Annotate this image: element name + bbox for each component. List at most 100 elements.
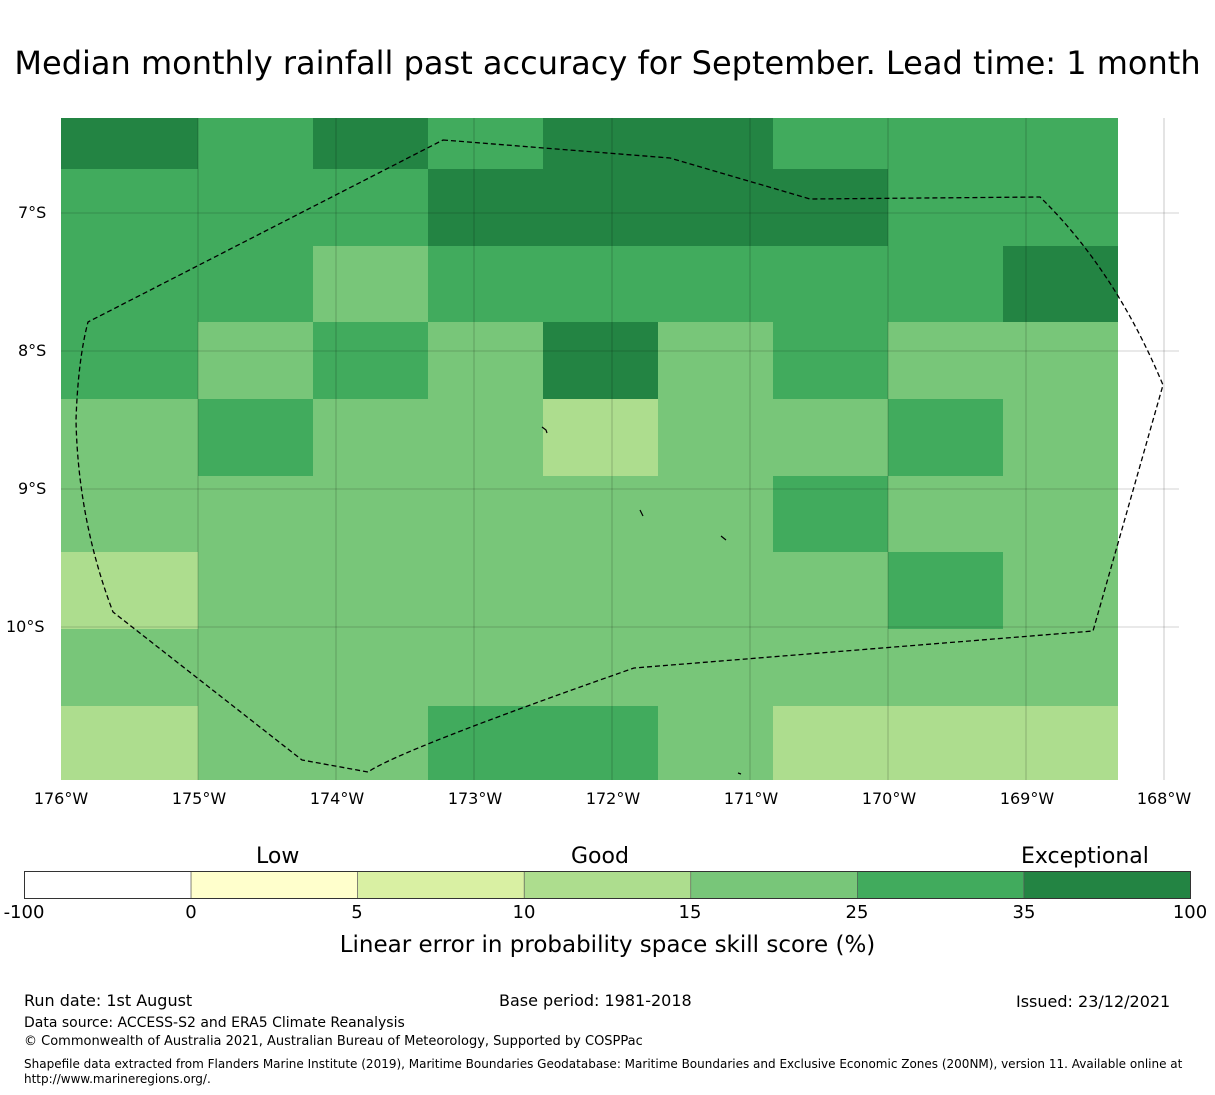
grid-cell: [198, 476, 313, 552]
lon-label-176w: 176°W: [33, 789, 89, 808]
eez-boundary: [75, 139, 1164, 773]
grid-cell: [543, 706, 658, 780]
graticule: [61, 118, 1179, 780]
lon-label-172w: 172°W: [585, 789, 641, 808]
grid-cell: [658, 399, 773, 476]
grid-cell: [198, 118, 313, 169]
shapefile-credit: Shapefile data extracted from Flanders M…: [24, 1057, 1183, 1086]
grid-cell: [888, 118, 1003, 169]
grid-cell: [658, 476, 773, 552]
lon-label-171w: 171°W: [723, 789, 779, 808]
lon-label-170w: 170°W: [861, 789, 917, 808]
grid-cell: [61, 552, 198, 629]
grid-cell: [773, 246, 888, 322]
grid-cell: [1003, 246, 1118, 322]
grid-cell: [313, 246, 428, 322]
data-source: Data source: ACCESS-S2 and ERA5 Climate …: [24, 1015, 405, 1031]
grid-cell: [1003, 629, 1118, 706]
grid-cell: [313, 169, 428, 246]
grid-cell: [313, 322, 428, 399]
grid-cell: [658, 552, 773, 629]
grid-cell: [888, 399, 1003, 476]
grid-cell: [428, 322, 543, 399]
colorbar-frame: [24, 871, 1191, 899]
grid-cell: [61, 169, 198, 246]
skill-grid: [61, 118, 1118, 780]
islands: [541, 426, 742, 775]
grid-cell: [773, 118, 888, 169]
grid-cell: [61, 399, 198, 476]
lon-label-174w: 174°W: [309, 789, 365, 808]
grid-cell: [313, 118, 428, 169]
lon-label-169w: 169°W: [999, 789, 1055, 808]
grid-cell: [543, 629, 658, 706]
grid-cell: [773, 629, 888, 706]
colorbar-segment: [857, 871, 1025, 899]
grid-cell: [658, 706, 773, 780]
grid-cell: [428, 629, 543, 706]
lon-label-168w: 168°W: [1136, 789, 1192, 808]
lat-label-10s: 10°S: [6, 617, 45, 636]
grid-cell: [313, 476, 428, 552]
grid-cell: [773, 169, 888, 246]
grid-cell: [888, 629, 1003, 706]
grid-cell: [313, 552, 428, 629]
grid-cell: [773, 399, 888, 476]
colorbar-segment: [690, 871, 858, 899]
grid-cell: [1003, 322, 1118, 399]
grid-cell: [543, 246, 658, 322]
grid-cell: [61, 629, 198, 706]
grid-cell: [198, 169, 313, 246]
colorbar-title: Linear error in probability space skill …: [339, 932, 876, 958]
grid-cell: [61, 118, 198, 169]
cb-tick-label: 0: [185, 902, 197, 923]
grid-cell: [543, 399, 658, 476]
cb-tick-label: 10: [512, 902, 536, 923]
colorbar-segment: [357, 871, 525, 899]
grid-cell: [428, 706, 543, 780]
grid-cell: [543, 169, 658, 246]
grid-cell: [658, 246, 773, 322]
colorbar-segment: [190, 871, 358, 899]
island-shape: [720, 535, 727, 541]
colorbar-segment: [523, 871, 692, 899]
grid-cell: [543, 476, 658, 552]
grid-cell: [543, 552, 658, 629]
grid-cell: [773, 552, 888, 629]
grid-cell: [658, 169, 773, 246]
grid-cell: [313, 629, 428, 706]
grid-cell: [773, 322, 888, 399]
grid-cell: [198, 552, 313, 629]
grid-cell: [1003, 399, 1118, 476]
grid-cell: [428, 476, 543, 552]
band-label-good: Good: [571, 844, 629, 869]
cb-tick-label: 5: [351, 902, 363, 923]
grid-cell: [198, 706, 313, 780]
grid-cell: [61, 246, 198, 322]
colorbar-segment: [1023, 871, 1191, 899]
grid-cell: [428, 399, 543, 476]
island-shape: [639, 509, 644, 517]
grid-cell: [658, 322, 773, 399]
grid-cell: [428, 169, 543, 246]
grid-cell: [888, 706, 1003, 780]
grid-cell: [428, 552, 543, 629]
issued-date: Issued: 23/12/2021: [1016, 992, 1171, 1011]
map-title: Median monthly rainfall past accuracy fo…: [14, 44, 1201, 82]
grid-cell: [543, 322, 658, 399]
grid-cell: [198, 322, 313, 399]
cb-tick-label: 35: [1012, 902, 1036, 923]
grid-cell: [198, 399, 313, 476]
lat-label-9s: 9°S: [18, 479, 47, 498]
base-period: Base period: 1981-2018: [499, 991, 692, 1010]
cb-tick-label: 25: [845, 902, 869, 923]
lon-label-173w: 173°W: [447, 789, 503, 808]
lat-label-8s: 8°S: [18, 341, 47, 360]
copyright: © Commonwealth of Australia 2021, Austra…: [24, 1034, 643, 1049]
grid-cell: [198, 629, 313, 706]
grid-cell: [773, 706, 888, 780]
cb-tick-label: 100: [1172, 902, 1208, 923]
grid-cell: [61, 706, 83, 780]
